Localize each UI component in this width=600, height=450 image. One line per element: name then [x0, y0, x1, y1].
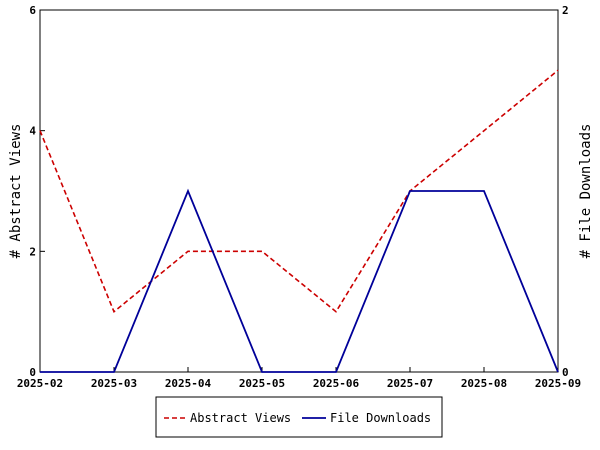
- x-tick-label: 2025-08: [461, 377, 507, 390]
- series-layer: [39, 69, 559, 373]
- y-left-tick-label: 6: [29, 4, 36, 17]
- x-axis: 2025-02 2025-03 2025-04 2025-05 2025-06 2025-…: [17, 367, 581, 390]
- legend: Abstract Views File Downloads: [155, 396, 443, 438]
- y-axis-left-title: # Abstract Views: [8, 124, 24, 259]
- x-tick-label: 2025-09: [535, 377, 581, 390]
- legend-box: [155, 396, 443, 438]
- y-left-tick-label: 2: [29, 245, 36, 258]
- y-right-tick-label: 2: [562, 4, 569, 17]
- y-right-tick-label: 0: [562, 366, 569, 379]
- x-tick-label: 2025-03: [91, 377, 137, 390]
- x-tick-label: 2025-07: [387, 377, 433, 390]
- x-tick-label: 2025-02: [17, 377, 63, 390]
- x-tick-label: 2025-04: [165, 377, 212, 390]
- x-tick-label: 2025-05: [239, 377, 285, 390]
- y-left-tick-label: 0: [29, 366, 36, 379]
- y-left-tick-label: 4: [29, 125, 36, 138]
- y-axis-right-title: # File Downloads: [578, 124, 594, 259]
- x-tick-label: 2025-06: [313, 377, 360, 390]
- series-line-file-downloads: [40, 188, 559, 373]
- legend-label-abstract-views: Abstract Views: [190, 411, 291, 425]
- legend-label-file-downloads: File Downloads: [330, 411, 431, 425]
- series-line-abstract-views: [39, 69, 559, 314]
